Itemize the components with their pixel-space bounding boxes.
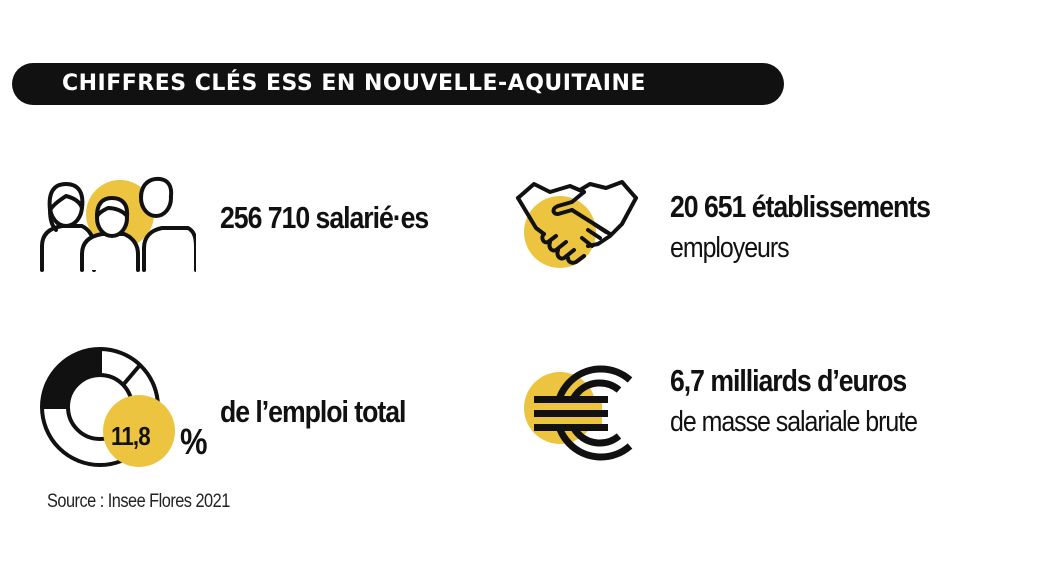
employment-share-value: 11,8 bbox=[111, 421, 151, 451]
establishments-count: 20 651 établissements bbox=[670, 189, 931, 224]
handshake-icon bbox=[516, 180, 638, 268]
employees-count: 256 710 salarié·es bbox=[220, 200, 429, 235]
euro-icon bbox=[524, 365, 633, 461]
percent-sign: % bbox=[180, 421, 208, 462]
payroll-amount: 6,7 milliards d’euros bbox=[670, 363, 907, 398]
page-title: CHIFFRES CLÉS ESS EN NOUVELLE-AQUITAINE bbox=[62, 71, 646, 96]
people-group-icon bbox=[40, 176, 196, 272]
title-banner: CHIFFRES CLÉS ESS EN NOUVELLE-AQUITAINE bbox=[12, 63, 784, 105]
percentage-badge bbox=[103, 395, 175, 467]
source-note: Source : Insee Flores 2021 bbox=[47, 491, 230, 512]
payroll-label: de masse salariale brute bbox=[670, 406, 918, 438]
establishments-label: employeurs bbox=[670, 232, 790, 264]
employment-share-label: de l’emploi total bbox=[220, 394, 406, 429]
